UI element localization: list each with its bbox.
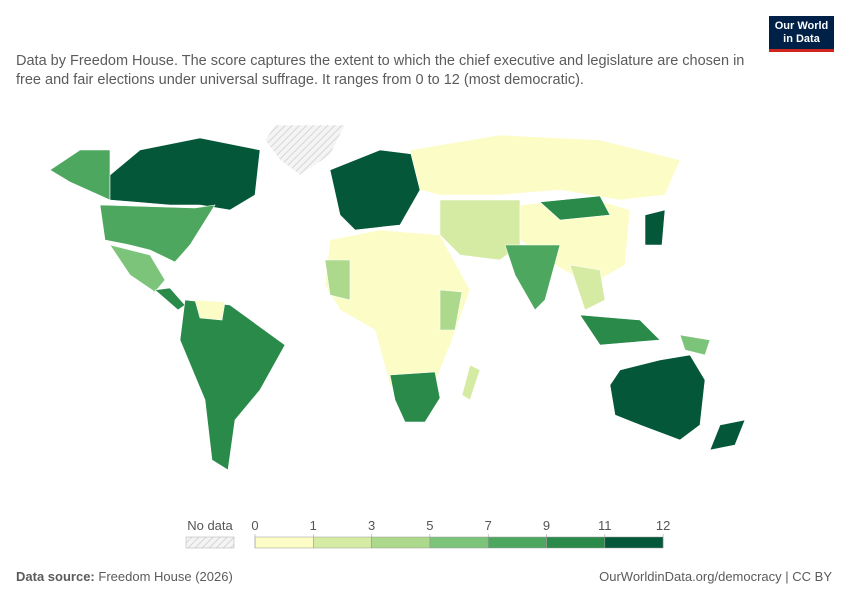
subtitle: Data by Freedom House. The score capture… (16, 53, 745, 88)
central-asia (439, 199, 521, 261)
legend-bin (604, 536, 664, 549)
legend-tick-label: 7 (485, 518, 492, 533)
europe (329, 149, 421, 231)
usa (99, 204, 216, 263)
central-america (154, 287, 186, 311)
legend-bin (254, 536, 314, 549)
legend-tick-label: 0 (251, 518, 258, 533)
logo-line: Our World (774, 20, 829, 32)
alaska (49, 149, 111, 201)
legend-bin (371, 536, 431, 549)
legend-tick-label: 11 (598, 518, 612, 533)
japan (644, 209, 666, 246)
russia (409, 134, 681, 201)
legend: No data 0 1 3 5 7 9 11 12 (185, 518, 670, 549)
countries (49, 124, 746, 471)
east-africa (439, 289, 463, 331)
legend-tick-label: 1 (310, 518, 317, 533)
mongolia (539, 195, 611, 221)
legend-tick-label: 9 (543, 518, 550, 533)
logo[interactable]: Our World in Data (769, 16, 834, 52)
source-text: Freedom House (2026) (98, 569, 233, 584)
indonesia (579, 314, 661, 346)
venezuela (194, 299, 226, 321)
legend-bin (313, 536, 372, 549)
greenland (264, 124, 346, 176)
logo-line: in Data (783, 33, 820, 45)
source-label: Data source: (16, 569, 95, 584)
southern-africa (389, 371, 441, 423)
legend-bin (546, 536, 606, 549)
no-data-label: No data (187, 518, 233, 533)
legend-tick-label: 3 (368, 518, 375, 533)
legend-bin (429, 536, 489, 549)
india (504, 244, 561, 311)
madagascar (461, 364, 481, 401)
legend-tick-label: 12 (656, 518, 670, 533)
legend-tick-label: 5 (426, 518, 433, 533)
south-america (179, 299, 286, 471)
papua-new-guinea (679, 334, 711, 356)
southeast-asia (569, 264, 606, 311)
new-zealand (709, 419, 746, 451)
australia (609, 354, 706, 441)
west-africa (324, 259, 351, 301)
legend-bin (487, 536, 547, 549)
mexico (109, 244, 166, 293)
no-data-swatch (185, 536, 235, 549)
source: Data source: Freedom House (2026) (16, 569, 233, 584)
canada (109, 137, 261, 211)
license-link[interactable]: OurWorldinData.org/democracy | CC BY (599, 569, 832, 584)
